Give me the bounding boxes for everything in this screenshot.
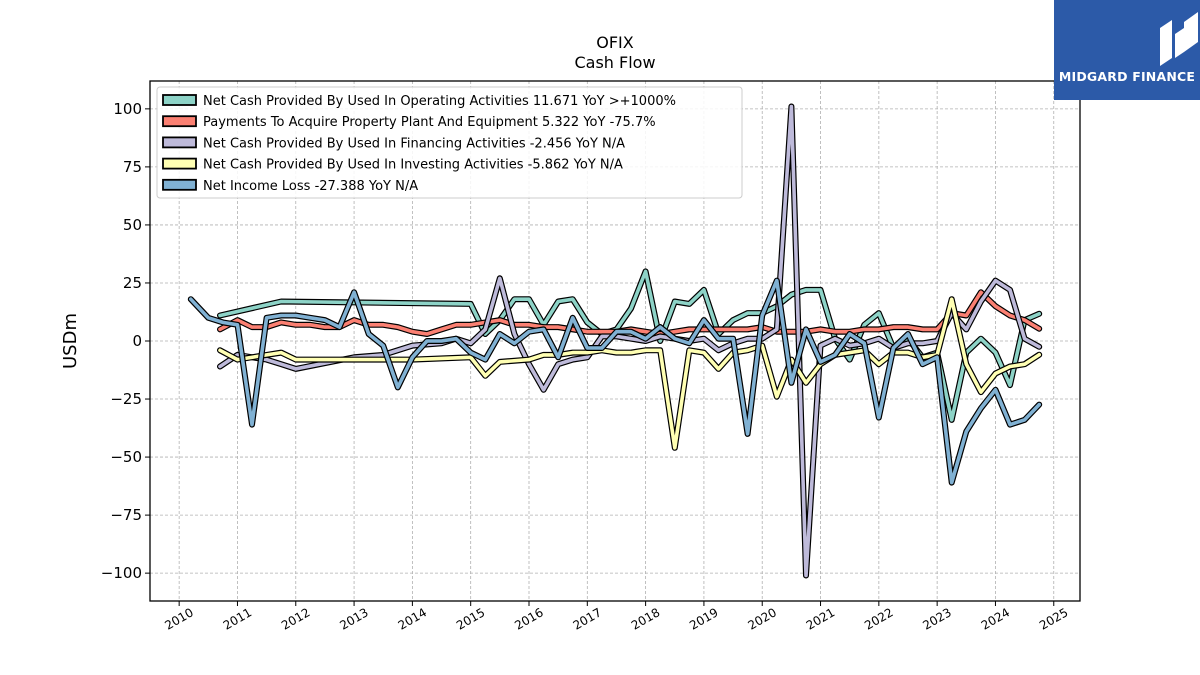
legend-swatch [162,178,197,191]
x-tick-label: 2022 [862,605,895,632]
y-tick-label: 100 [113,100,142,118]
x-tick-label: 2010 [162,605,195,632]
y-tick-label: 75 [123,158,142,176]
x-tick-label: 2014 [396,605,429,632]
y-axis: 100 75 50 25 0 −25 −50 −75 −100 [101,100,150,582]
x-tick-label: 2017 [571,605,604,632]
legend-label: Net Cash Provided By Used In Operating A… [203,94,676,109]
y-tick-label: 0 [132,332,142,350]
series-line-5 [189,278,1041,485]
legend-swatch [162,136,197,149]
legend-label: Net Income Loss -27.388 YoY N/A [203,179,418,194]
x-tick-label: 2021 [804,605,837,632]
y-tick-label: −100 [101,564,142,582]
x-axis: 2010 2011 2012 2013 2014 2015 2016 2017 2018 2019… [162,601,1070,633]
logo-text: MIDGARD FINANCE [1058,69,1196,84]
y-tick-label: −50 [110,448,142,466]
y-tick-label: 25 [123,274,142,292]
legend-swatch [162,115,197,128]
x-tick-label: 2020 [745,605,778,632]
legend-label: Payments To Acquire Property Plant And E… [203,115,656,130]
x-tick-label: 2023 [920,605,953,632]
x-tick-label: 2011 [221,605,254,632]
midgard-finance-logo: MIDGARD FINANCE [1054,0,1200,100]
series-line-outline-5 [187,277,1043,486]
x-tick-label: 2012 [279,605,312,632]
chart-subtitle: Cash Flow [574,53,655,72]
series-layer [187,103,1043,579]
y-tick-label: −75 [110,506,142,524]
x-tick-label: 2013 [337,605,370,632]
legend-swatch [162,94,197,106]
y-tick-label: −25 [110,390,142,408]
chart-title: OFIX [596,33,634,52]
midgard-logo-icon [1160,12,1198,66]
x-tick-label: 2018 [629,605,662,632]
y-tick-label: 50 [123,216,142,234]
legend-label: Net Cash Provided By Used In Investing A… [203,158,623,173]
x-tick-label: 2019 [687,605,720,632]
x-tick-label: 2024 [979,605,1012,632]
y-axis-label: USDm [60,313,81,369]
x-tick-label: 2016 [512,605,545,632]
legend-box [156,86,743,199]
legend-label: Net Cash Provided By Used In Financing A… [203,136,625,151]
legend-swatch [162,157,197,170]
series-line-4 [218,297,1041,450]
x-tick-label: 2015 [454,605,487,632]
x-tick-label: 2025 [1037,605,1070,632]
legend: Net Cash Provided By Used In Operating A… [156,86,743,199]
